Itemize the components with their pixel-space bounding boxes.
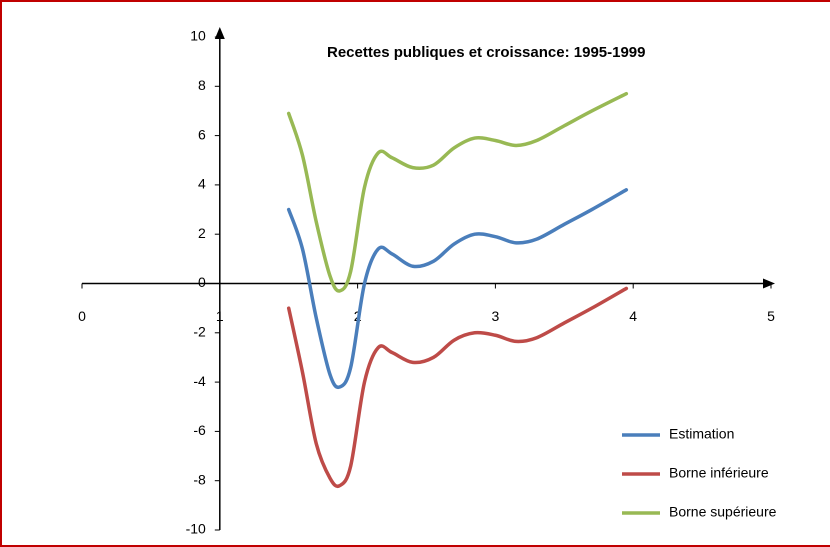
x-tick-label: 4 — [629, 308, 637, 324]
x-tick-label: 3 — [492, 308, 500, 324]
y-tick-label: -4 — [193, 373, 206, 389]
legend-label: Borne inférieure — [669, 465, 769, 481]
y-tick-label: -10 — [186, 521, 206, 537]
chart-title: Recettes publiques et croissance: 1995-1… — [327, 44, 646, 61]
y-tick-label: 2 — [198, 225, 206, 241]
series-line — [286, 286, 629, 489]
y-tick-label: -2 — [193, 324, 206, 340]
series-line — [286, 188, 629, 390]
y-tick-label: 6 — [198, 126, 206, 142]
y-axis-arrow — [214, 27, 225, 39]
y-tick-label: 8 — [198, 77, 206, 93]
y-tick-label: -6 — [193, 422, 206, 438]
y-tick-label: 10 — [190, 28, 206, 44]
x-axis-arrow — [763, 278, 775, 289]
legend-label: Borne supérieure — [669, 504, 777, 520]
y-tick-label: -8 — [193, 471, 206, 487]
y-tick-label: 0 — [198, 274, 206, 290]
x-tick-label: 0 — [78, 308, 86, 324]
legend-label: Estimation — [669, 426, 734, 442]
x-tick-label: 5 — [767, 308, 775, 324]
x-tick-label: 1 — [216, 308, 224, 324]
y-tick-label: 4 — [198, 176, 206, 192]
series-line — [286, 91, 629, 293]
